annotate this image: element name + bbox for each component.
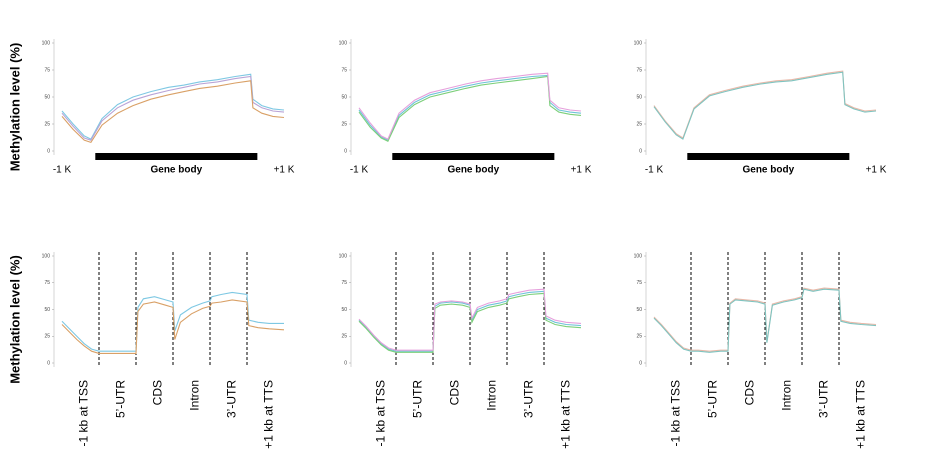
segment-label: 5’-UTR	[114, 380, 128, 418]
series-line	[61, 291, 284, 352]
series-line	[653, 71, 877, 140]
segment-label: CDS	[743, 380, 757, 405]
segment-label: 3’-UTR	[225, 380, 239, 418]
series-line	[653, 287, 877, 352]
segment-label: +1 kb at TTS	[262, 380, 276, 449]
y-tick-label: 0	[47, 360, 50, 366]
y-tick-label: 25	[341, 334, 347, 340]
series-line	[358, 75, 582, 143]
x-tick-label: -1 K	[645, 165, 664, 176]
segment-label: +1 kb at TTS	[559, 380, 573, 449]
series-line	[61, 73, 285, 140]
segment-label: 5’-UTR	[706, 380, 720, 418]
region-label: Gene body	[150, 165, 202, 176]
y-tick-label: 75	[636, 67, 642, 73]
segment-label: 3’-UTR	[817, 380, 831, 418]
series-line	[358, 290, 582, 352]
segment-label: CDS	[448, 380, 462, 405]
y-tick-label: 0	[639, 148, 642, 154]
y-tick-label: 75	[341, 67, 347, 73]
series-line	[61, 75, 285, 141]
y-tick-label: 100	[339, 40, 348, 46]
segment-label: Intron	[485, 380, 499, 411]
y-tick-label: 25	[44, 121, 50, 127]
segment-label: -1 kb at TSS	[669, 380, 683, 446]
series-line	[358, 288, 582, 351]
y-tick-label: 25	[636, 334, 642, 340]
gene-body-bar	[392, 153, 555, 160]
y-tick-label: 50	[44, 307, 50, 313]
y-tick-label: 50	[44, 94, 50, 100]
y-tick-label: 100	[634, 40, 643, 46]
y-tick-label: 25	[44, 334, 50, 340]
x-tick-label: +1 K	[274, 165, 295, 176]
segment-label: 3’-UTR	[522, 380, 536, 418]
y-tick-label: 50	[341, 307, 347, 313]
y-tick-label: 0	[344, 148, 347, 154]
y-tick-label: 75	[44, 67, 50, 73]
segment-label: Intron	[780, 380, 794, 411]
series-line	[358, 292, 582, 353]
x-tick-label: -1 K	[53, 165, 72, 176]
y-tick-label: 75	[341, 280, 347, 286]
y-tick-label: 50	[636, 307, 642, 313]
y-tick-label: 0	[344, 360, 347, 366]
y-tick-label: 0	[639, 360, 642, 366]
y-tick-label: 100	[634, 253, 643, 259]
segment-label: -1 kb at TSS	[77, 380, 91, 446]
y-tick-label: 75	[44, 280, 50, 286]
y-tick-label: 100	[42, 40, 51, 46]
y-tick-label: 100	[339, 253, 348, 259]
segment-label: +1 kb at TTS	[854, 380, 868, 449]
series-line	[61, 299, 285, 354]
segment-label: CDS	[151, 380, 165, 405]
x-tick-label: +1 K	[866, 165, 887, 176]
gene-body-bar	[95, 153, 258, 160]
x-tick-label: +1 K	[571, 165, 592, 176]
y-tick-label: 0	[47, 148, 50, 154]
gene-body-bar	[687, 153, 850, 160]
x-tick-label: -1 K	[350, 165, 369, 176]
segment-label: -1 kb at TSS	[374, 380, 388, 446]
y-tick-label: 75	[636, 280, 642, 286]
y-tick-label: 50	[341, 94, 347, 100]
y-tick-label: 100	[42, 253, 51, 259]
segment-label: 5’-UTR	[411, 380, 425, 418]
series-line	[358, 72, 582, 140]
region-label: Gene body	[742, 165, 794, 176]
y-tick-label: 50	[636, 94, 642, 100]
y-axis-label: Methylation level (%)	[7, 43, 22, 172]
region-label: Gene body	[447, 165, 499, 176]
series-line	[653, 70, 877, 139]
y-tick-label: 25	[636, 121, 642, 127]
series-line	[653, 288, 877, 353]
y-axis-label: Methylation level (%)	[7, 255, 22, 384]
y-tick-label: 25	[341, 121, 347, 127]
series-line	[61, 80, 285, 144]
segment-label: Intron	[188, 380, 202, 411]
series-line	[358, 74, 582, 141]
